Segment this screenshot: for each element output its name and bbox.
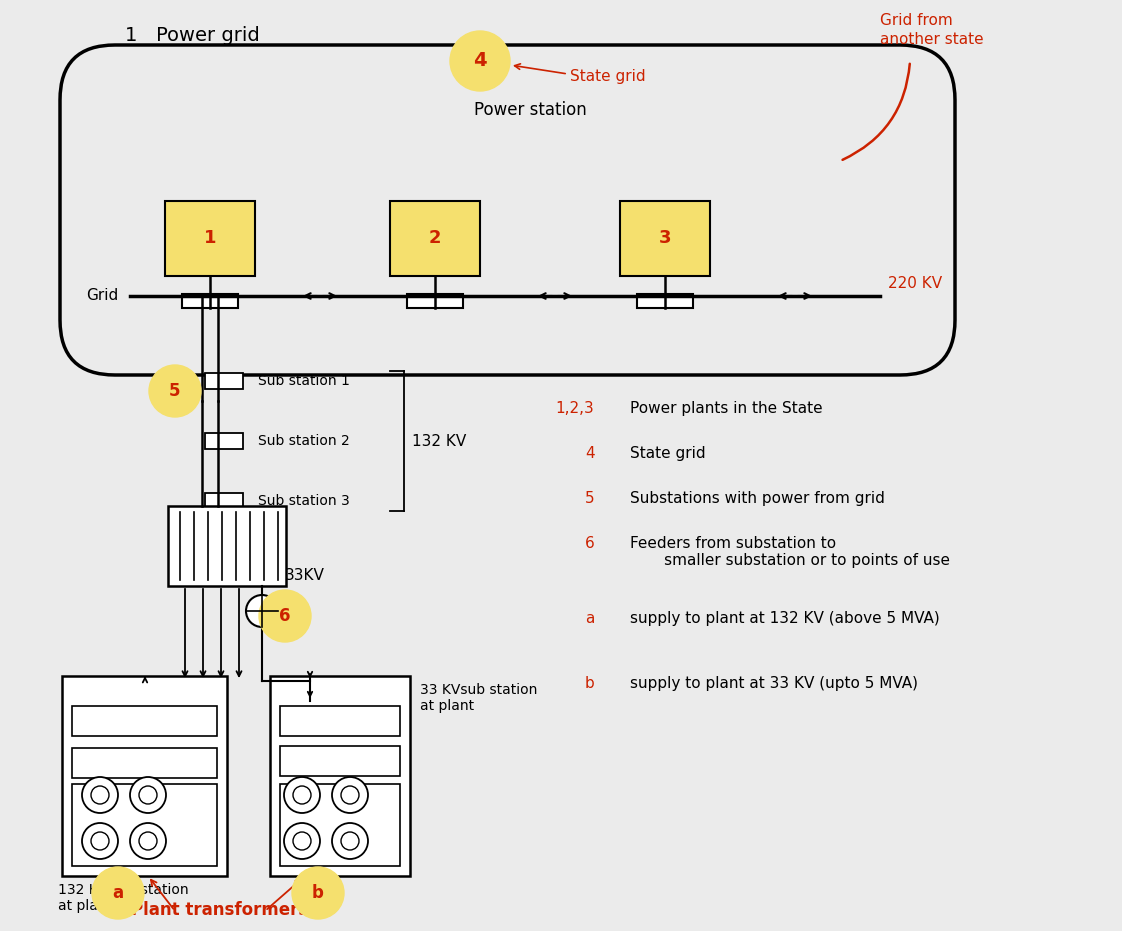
Text: a: a (585, 611, 595, 626)
Text: 132 KV: 132 KV (412, 434, 467, 449)
Text: 4: 4 (585, 446, 595, 461)
Text: b: b (312, 884, 324, 902)
Circle shape (246, 595, 278, 627)
Circle shape (130, 823, 166, 859)
Circle shape (332, 823, 368, 859)
Circle shape (450, 31, 511, 91)
Circle shape (341, 786, 359, 804)
Text: a: a (112, 884, 123, 902)
Text: State grid: State grid (570, 69, 645, 84)
Text: Power station: Power station (473, 101, 587, 119)
Circle shape (149, 365, 201, 417)
Text: 6: 6 (585, 536, 595, 551)
Circle shape (139, 832, 157, 850)
Bar (205, 433, 243, 449)
Text: 220 KV: 220 KV (888, 276, 942, 291)
Text: Sub station 1: Sub station 1 (258, 374, 350, 388)
Text: b: b (585, 676, 595, 691)
Text: State grid: State grid (629, 446, 706, 461)
Text: Power plants in the State: Power plants in the State (629, 401, 822, 416)
Text: 2: 2 (429, 229, 441, 247)
Text: 4: 4 (473, 51, 487, 71)
Bar (72, 784, 217, 866)
Text: 3: 3 (659, 229, 671, 247)
Bar (72, 706, 217, 736)
Text: supply to plant at 33 KV (upto 5 MVA): supply to plant at 33 KV (upto 5 MVA) (629, 676, 918, 691)
Text: 5: 5 (585, 491, 595, 506)
Text: Plant transformers: Plant transformers (131, 901, 309, 919)
Bar (280, 746, 401, 776)
Text: Sub station 3: Sub station 3 (258, 494, 350, 508)
Bar (620, 201, 710, 276)
Circle shape (92, 867, 144, 919)
Text: Grid from
another state: Grid from another state (880, 13, 984, 47)
FancyArrowPatch shape (843, 63, 910, 160)
Circle shape (82, 823, 118, 859)
Text: Substations with power from grid: Substations with power from grid (629, 491, 885, 506)
Circle shape (341, 832, 359, 850)
Circle shape (91, 786, 109, 804)
Circle shape (130, 777, 166, 813)
Bar (390, 201, 480, 276)
Circle shape (259, 590, 311, 642)
Circle shape (139, 786, 157, 804)
Bar (205, 493, 243, 509)
Circle shape (292, 867, 344, 919)
Circle shape (82, 777, 118, 813)
Bar (165, 201, 255, 276)
Text: 6: 6 (279, 607, 291, 625)
Text: 132 KV sub station
at plant: 132 KV sub station at plant (58, 883, 188, 913)
Circle shape (293, 786, 311, 804)
Bar (280, 706, 401, 736)
Circle shape (91, 832, 109, 850)
Text: Grid: Grid (85, 289, 118, 304)
Circle shape (332, 777, 368, 813)
Text: 1   Power grid: 1 Power grid (125, 26, 260, 45)
Text: 1,2,3: 1,2,3 (555, 401, 594, 416)
Bar (62, 676, 227, 876)
Bar (182, 294, 238, 308)
Text: 33 KVsub station
at plant: 33 KVsub station at plant (420, 683, 537, 713)
Bar (407, 294, 463, 308)
Circle shape (284, 777, 320, 813)
Circle shape (293, 832, 311, 850)
Text: 1: 1 (204, 229, 217, 247)
Bar (270, 676, 410, 876)
Text: 5: 5 (169, 382, 181, 400)
Text: Sub station 2: Sub station 2 (258, 434, 350, 448)
Bar (205, 373, 243, 389)
Text: Feeders from substation to
       smaller substation or to points of use: Feeders from substation to smaller subst… (629, 536, 950, 569)
Bar (72, 748, 217, 778)
Text: supply to plant at 132 KV (above 5 MVA): supply to plant at 132 KV (above 5 MVA) (629, 611, 940, 626)
Bar (637, 294, 693, 308)
Bar (168, 506, 286, 586)
Text: 33KV: 33KV (285, 569, 325, 584)
Circle shape (284, 823, 320, 859)
Bar (280, 784, 401, 866)
